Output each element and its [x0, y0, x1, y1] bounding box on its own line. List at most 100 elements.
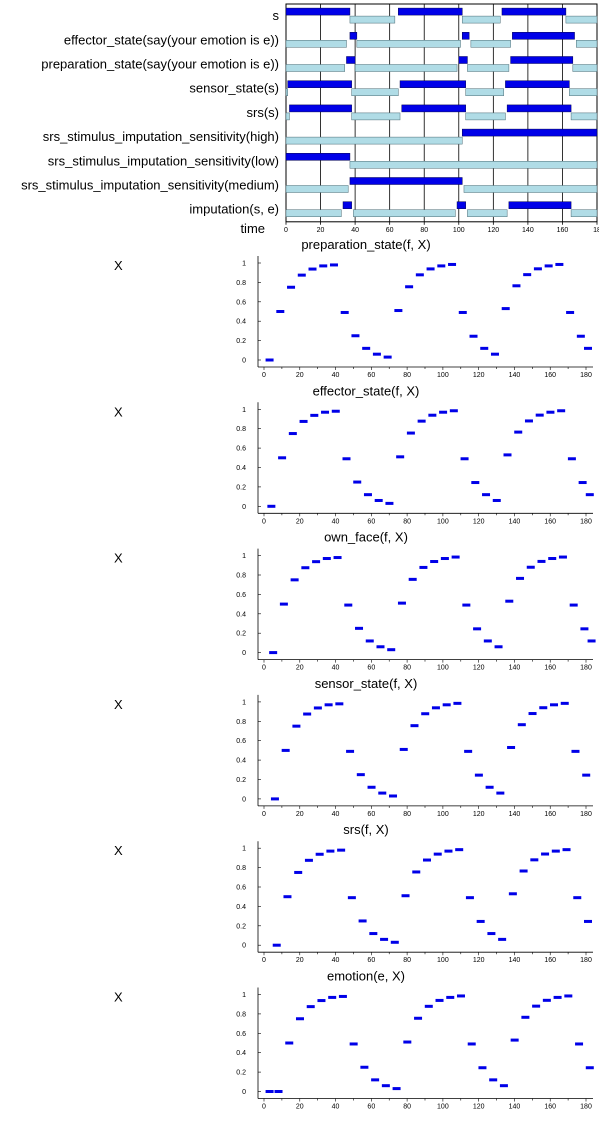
data-point: [510, 1038, 519, 1042]
panel-y-axis-label: X: [114, 990, 123, 1005]
false-interval-bar: [285, 209, 342, 217]
true-interval-bar: [349, 177, 463, 185]
x-tick-label: 100: [437, 665, 449, 672]
data-point: [503, 453, 512, 457]
data-point: [448, 262, 457, 266]
false-interval-bar: [351, 112, 401, 121]
data-point: [523, 273, 532, 277]
timeline-tick-label: 40: [351, 227, 359, 234]
data-point: [363, 493, 372, 497]
data-point: [297, 273, 306, 277]
data-point: [270, 797, 279, 801]
false-interval-bar: [354, 64, 458, 72]
true-interval-bar: [399, 80, 466, 88]
data-point: [544, 264, 553, 268]
data-point: [541, 852, 550, 856]
data-point: [390, 940, 399, 944]
y-tick-label: 0.4: [236, 758, 246, 765]
scatter-panel: sensor_state(f, X) X 0 0.2 0.4 0.6 0.8 1 0 20 40 60…: [114, 676, 593, 818]
data-point: [338, 994, 347, 998]
false-interval-bar: [470, 40, 511, 48]
data-point: [562, 848, 571, 852]
y-tick-label: 0: [242, 358, 246, 365]
data-point: [281, 748, 290, 752]
data-point: [335, 702, 344, 706]
data-point: [315, 852, 324, 856]
y-tick-label: 0.2: [236, 777, 246, 784]
x-tick-label: 0: [262, 811, 266, 818]
data-point: [507, 745, 516, 749]
x-tick-label: 20: [296, 811, 304, 818]
x-tick-label: 100: [437, 1104, 449, 1111]
data-point: [442, 703, 451, 707]
scatter-panel: emotion(e, X) X 0 0.2 0.4 0.6 0.8 1 0 20 40 60 80 100…: [114, 969, 594, 1111]
x-tick-label: 160: [544, 665, 556, 672]
data-point: [265, 1090, 274, 1093]
y-tick-label: 0.4: [236, 904, 246, 911]
true-interval-bar: [342, 201, 352, 209]
data-point: [331, 409, 340, 413]
data-point: [532, 1004, 541, 1008]
data-point: [322, 557, 331, 561]
x-tick-label: 80: [403, 518, 411, 525]
data-point: [550, 703, 559, 707]
data-point: [455, 848, 464, 852]
false-interval-bar: [467, 64, 510, 72]
panel-title: own_face(f, X): [324, 530, 408, 545]
data-point: [489, 1078, 498, 1082]
data-point: [369, 932, 378, 936]
data-point: [344, 603, 353, 607]
timeline-row-label: sensor_state(s): [189, 81, 279, 96]
true-interval-bar: [349, 32, 358, 40]
data-point: [421, 712, 430, 716]
data-point: [412, 870, 421, 874]
data-point: [349, 1042, 358, 1046]
data-point: [389, 794, 398, 798]
x-tick-label: 120: [473, 957, 485, 964]
panel-y-axis-label: X: [114, 258, 123, 273]
false-interval-bar: [572, 64, 598, 72]
data-point: [324, 703, 333, 707]
data-point: [329, 263, 338, 267]
x-tick-label: 160: [544, 957, 556, 964]
data-point: [471, 481, 480, 485]
data-point: [428, 413, 437, 417]
x-tick-label: 0: [262, 518, 266, 525]
data-point: [542, 998, 551, 1002]
x-tick-label: 20: [296, 518, 304, 525]
y-tick-label: 1: [242, 699, 246, 706]
data-point: [474, 773, 483, 777]
data-point: [365, 639, 374, 643]
x-tick-label: 140: [509, 372, 521, 379]
data-point: [292, 724, 301, 728]
x-tick-label: 160: [544, 518, 556, 525]
false-interval-bar: [465, 112, 506, 121]
x-tick-label: 60: [367, 1104, 375, 1111]
data-point: [564, 994, 573, 998]
true-interval-bar: [508, 201, 572, 209]
x-tick-label: 180: [580, 957, 592, 964]
timeline-tick-label: 160: [557, 227, 569, 234]
data-point: [346, 749, 355, 753]
data-point: [512, 284, 521, 288]
false-interval-bar: [467, 209, 508, 217]
panel-y-axis-label: X: [114, 404, 123, 419]
panel-title: sensor_state(f, X): [315, 676, 418, 691]
data-point: [371, 1078, 380, 1082]
data-point: [537, 559, 546, 563]
timeline-tick-label: 100: [453, 227, 465, 234]
scatter-panel: srs(f, X) X 0 0.2 0.4 0.6 0.8 1 0 20 40 60 80 100 120 1…: [114, 822, 593, 964]
data-point: [267, 504, 276, 508]
data-point: [485, 785, 494, 789]
x-tick-label: 20: [296, 1104, 304, 1111]
data-point: [528, 712, 537, 716]
data-point: [451, 555, 460, 559]
data-point: [362, 346, 371, 350]
data-point: [578, 481, 587, 485]
x-tick-label: 60: [367, 372, 375, 379]
x-tick-label: 140: [509, 518, 521, 525]
data-point: [519, 869, 528, 873]
false-interval-bar: [353, 209, 456, 217]
scatter-panel: preparation_state(f, X) X 0 0.2 0.4 0.6 0.8 1 0 2…: [114, 237, 593, 379]
data-point: [399, 747, 408, 751]
